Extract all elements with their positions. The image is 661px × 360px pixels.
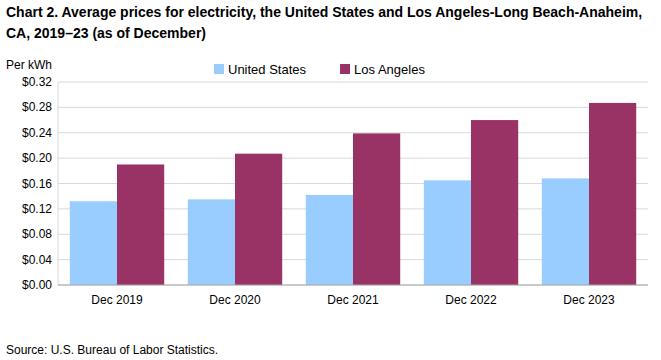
bar (235, 154, 282, 285)
grid-line (58, 82, 648, 83)
y-axis-label: Per kWh (6, 58, 52, 72)
y-tick-label: $0.32 (22, 75, 52, 89)
grid-line (58, 285, 648, 286)
y-tick-label: $0.08 (22, 227, 52, 241)
title: Chart 2. Average prices for electricity,… (6, 4, 642, 20)
bar (117, 164, 164, 285)
legend: United States Los Angeles (214, 62, 425, 77)
bars (70, 103, 636, 285)
legend-label: Los Angeles (354, 62, 425, 77)
chart: Chart 2. Average prices for electricity,… (0, 0, 661, 360)
y-tick-label: $0.28 (22, 100, 52, 114)
bar (424, 180, 471, 285)
x-tick-label: Dec 2019 (91, 293, 143, 307)
grid-line (58, 107, 648, 108)
bar (306, 195, 353, 285)
y-axis-line (58, 82, 59, 285)
x-tick-label: Dec 2020 (209, 293, 261, 307)
x-tick-label: Dec 2023 (563, 293, 615, 307)
grid-line (58, 132, 648, 133)
bar (471, 120, 518, 285)
legend-swatch (340, 64, 350, 74)
x-axis-line (58, 285, 648, 286)
bar (188, 199, 235, 285)
y-tick-label: $0.24 (22, 126, 52, 140)
y-tick-label: $0.20 (22, 151, 52, 165)
bar (589, 103, 636, 285)
y-tick-label: $0.04 (22, 253, 52, 267)
y-tick-label: $0.12 (22, 202, 52, 216)
y-tick-label: $0.16 (22, 177, 52, 191)
x-tick-label: Dec 2021 (327, 293, 379, 307)
source: Source: U.S. Bureau of Labor Statistics. (6, 343, 218, 357)
grid (58, 82, 648, 285)
legend-swatch (214, 64, 224, 74)
bar (353, 133, 400, 285)
legend-label: United States (228, 62, 307, 77)
bar (542, 178, 589, 285)
x-tick-label: Dec 2022 (445, 293, 497, 307)
y-tick-label: $0.00 (22, 278, 52, 292)
bar (70, 201, 117, 285)
title: CA, 2019–23 (as of December) (6, 25, 206, 41)
